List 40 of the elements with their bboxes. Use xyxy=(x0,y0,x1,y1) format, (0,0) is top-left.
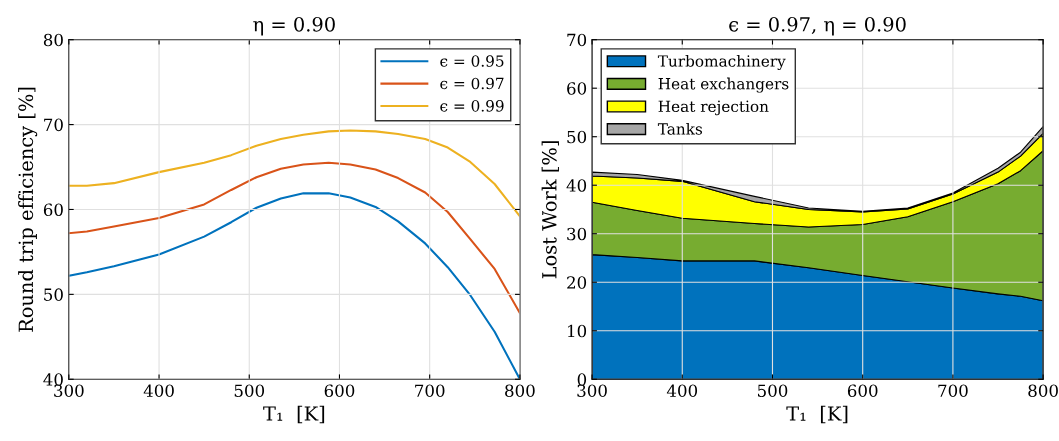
x-tick-label: 600 xyxy=(847,384,878,398)
x-axis-title: T₁ [K] xyxy=(263,405,325,424)
x-tick-label: 600 xyxy=(324,384,355,398)
x-tick-label: 500 xyxy=(757,384,788,398)
y-tick-label: 70 xyxy=(567,33,587,47)
x-tick-label: 400 xyxy=(666,384,698,398)
y-tick-label: 40 xyxy=(566,179,587,192)
x-tick-label: 300 xyxy=(54,384,84,398)
x-tick-label: 700 xyxy=(938,384,968,398)
x-tick-label: 800 xyxy=(505,384,535,398)
chart-title: η = 0.90 xyxy=(253,16,335,36)
y-tick-label: 80 xyxy=(43,33,63,47)
y-tick-label: 40 xyxy=(43,373,63,386)
y-tick-label: 60 xyxy=(43,203,63,217)
y-tick-label: 50 xyxy=(567,130,587,144)
y-tick-label: 20 xyxy=(567,276,587,289)
legend-label: ϵ = 0.97 xyxy=(440,77,504,90)
chart-title: ϵ = 0.97, η = 0.90 xyxy=(729,16,906,36)
legend-label: ϵ = 0.99 xyxy=(440,100,504,112)
y-tick-label: 50 xyxy=(44,288,63,301)
legend-label: Heat exchangers xyxy=(658,77,789,93)
x-tick-label: 700 xyxy=(415,384,445,398)
legend-label: Tanks xyxy=(657,122,703,135)
y-tick-label: 70 xyxy=(44,118,63,132)
x-axis-title: T₁ [K] xyxy=(786,405,848,424)
y-axis-title: Round trip efficiency [%] xyxy=(18,87,38,332)
legend-label: Turbomachinery xyxy=(657,54,786,70)
line-series xyxy=(68,161,520,315)
x-tick-label: 300 xyxy=(577,384,607,398)
x-tick-label: 400 xyxy=(143,384,174,398)
y-tick-label: 30 xyxy=(567,227,587,241)
legend-label: ϵ = 0.95 xyxy=(440,55,504,67)
line-series xyxy=(68,129,520,218)
y-axis-title: Lost Work [%] xyxy=(541,141,559,279)
y-tick-label: 60 xyxy=(567,82,587,95)
legend-label: Heat rejection xyxy=(658,100,769,116)
x-tick-label: 500 xyxy=(234,384,265,398)
y-tick-label: 10 xyxy=(568,324,587,338)
y-tick-label: 0 xyxy=(577,373,587,386)
x-tick-label: 800 xyxy=(1028,384,1058,398)
